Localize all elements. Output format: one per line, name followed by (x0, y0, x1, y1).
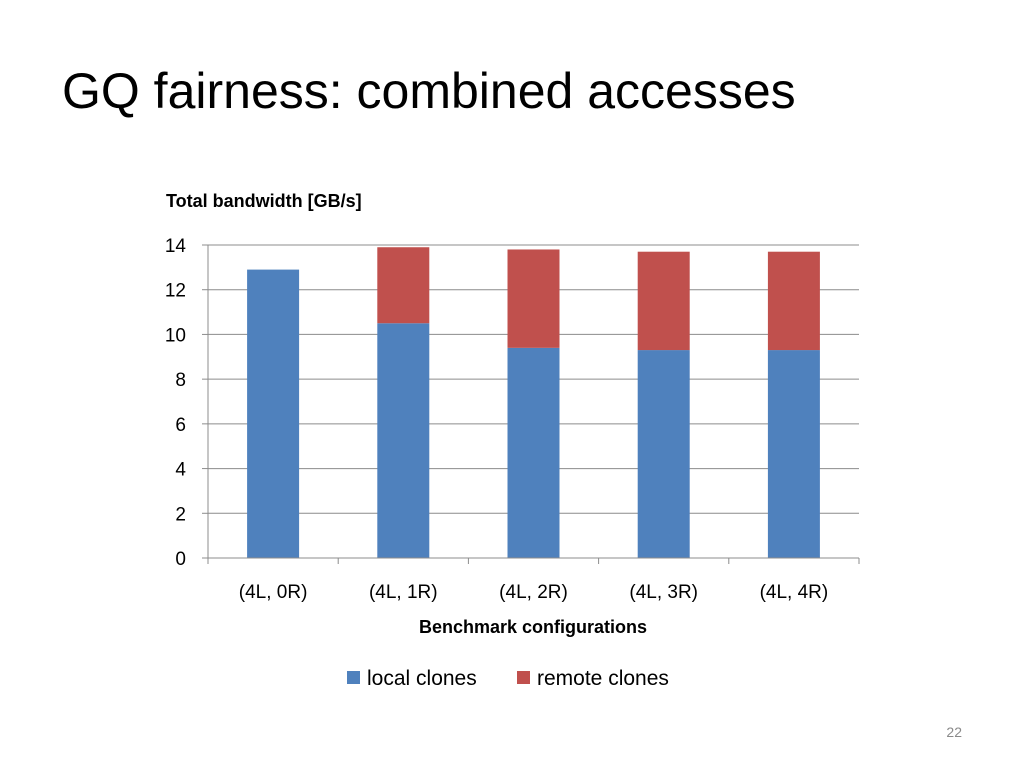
y-tick-label: 6 (175, 415, 186, 436)
bars (247, 247, 820, 558)
x-tick-label: (4L, 2R) (499, 582, 568, 603)
slide-title: GQ fairness: combined accesses (62, 63, 796, 119)
bar-remote-clones (767, 251, 820, 351)
bar-local-clones (507, 347, 560, 558)
x-tick-label: (4L, 4R) (760, 582, 829, 603)
y-tick-labels: 0 2 4 6 8 10 12 14 (165, 236, 187, 570)
x-tick-label: (4L, 3R) (629, 582, 698, 603)
y-tick-label: 10 (165, 325, 186, 346)
y-tick-label: 0 (175, 549, 186, 570)
y-tick-label: 12 (165, 281, 186, 302)
bar-local-clones (377, 323, 430, 558)
x-tick-label: (4L, 0R) (239, 582, 308, 603)
bar-local-clones (247, 269, 300, 558)
y-tick-label: 8 (175, 370, 186, 391)
legend-label: local clones (367, 667, 477, 690)
slide-number: 22 (946, 724, 962, 740)
x-axis-title: Benchmark configurations (419, 617, 647, 637)
y-tick-label: 14 (165, 236, 187, 257)
bar-remote-clones (377, 247, 430, 324)
x-tick-labels: (4L, 0R) (4L, 1R) (4L, 2R) (4L, 3R) (4L, 4R) (239, 582, 828, 603)
bar-local-clones (637, 350, 690, 558)
legend: local clones remote clones (347, 667, 669, 690)
legend-label: remote clones (537, 667, 669, 690)
bar-remote-clones (637, 251, 690, 351)
y-axis-title: Total bandwidth [GB/s] (166, 191, 362, 211)
legend-swatch (517, 671, 530, 684)
y-tick-label: 2 (175, 504, 186, 525)
x-tick-label: (4L, 1R) (369, 582, 438, 603)
y-tick-label: 4 (175, 460, 186, 481)
bar-remote-clones (507, 249, 560, 348)
axes (207, 245, 860, 564)
bar-local-clones (767, 350, 820, 558)
legend-swatch (347, 671, 360, 684)
